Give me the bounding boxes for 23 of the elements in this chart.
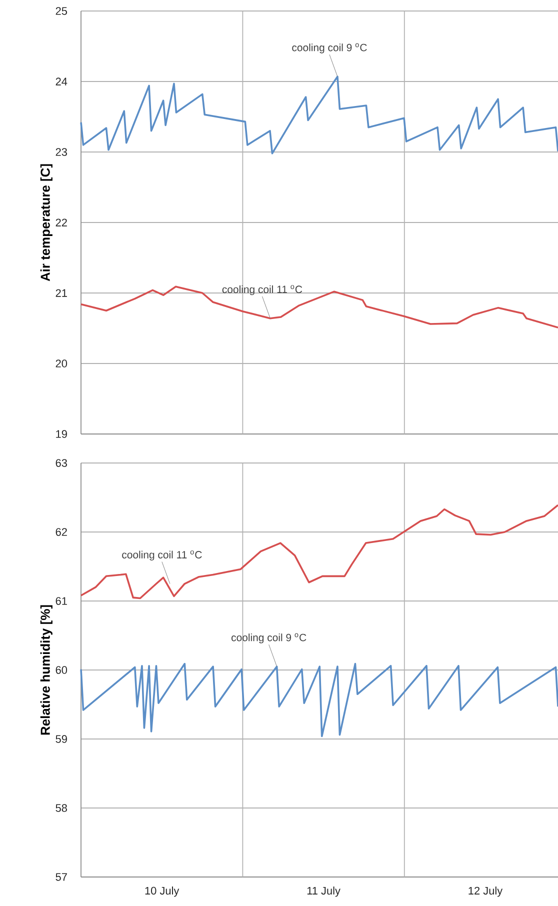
y-tick-label: 58 (56, 804, 67, 812)
y-tick-label: 63 (56, 459, 67, 467)
y-tick-label: 59 (56, 735, 67, 743)
x-tick-label: 12 July (468, 886, 503, 897)
y-tick-label: 61 (56, 597, 67, 605)
y-tick-label: 62 (56, 528, 67, 536)
y-tick-label: 24 (56, 78, 68, 86)
x-tick-label: 11 July (307, 886, 340, 897)
annotation: cooling coil 9 $^{o}$C (232, 633, 306, 644)
y-tick-label: 20 (56, 360, 68, 368)
y-axis-title: Relative humidity [%] (40, 605, 52, 735)
annotation: cooling coil 9 $^{o}$C (292, 43, 367, 54)
y-tick-label: 21 (56, 289, 67, 297)
annotation: cooling coil 11 $^{o}$C (122, 550, 202, 561)
y-tick-label: 22 (56, 218, 67, 226)
y-tick-label: 57 (56, 873, 67, 881)
y-axis-title: Air temperature [C] (40, 164, 52, 282)
x-tick-label: 10 July (145, 886, 180, 897)
y-tick-label: 60 (56, 666, 68, 674)
y-tick-label: 25 (56, 7, 68, 15)
y-tick-label: 19 (56, 430, 67, 438)
y-tick-label: 23 (56, 148, 67, 156)
annotation: cooling coil 11 $^{o}$C (222, 285, 302, 296)
